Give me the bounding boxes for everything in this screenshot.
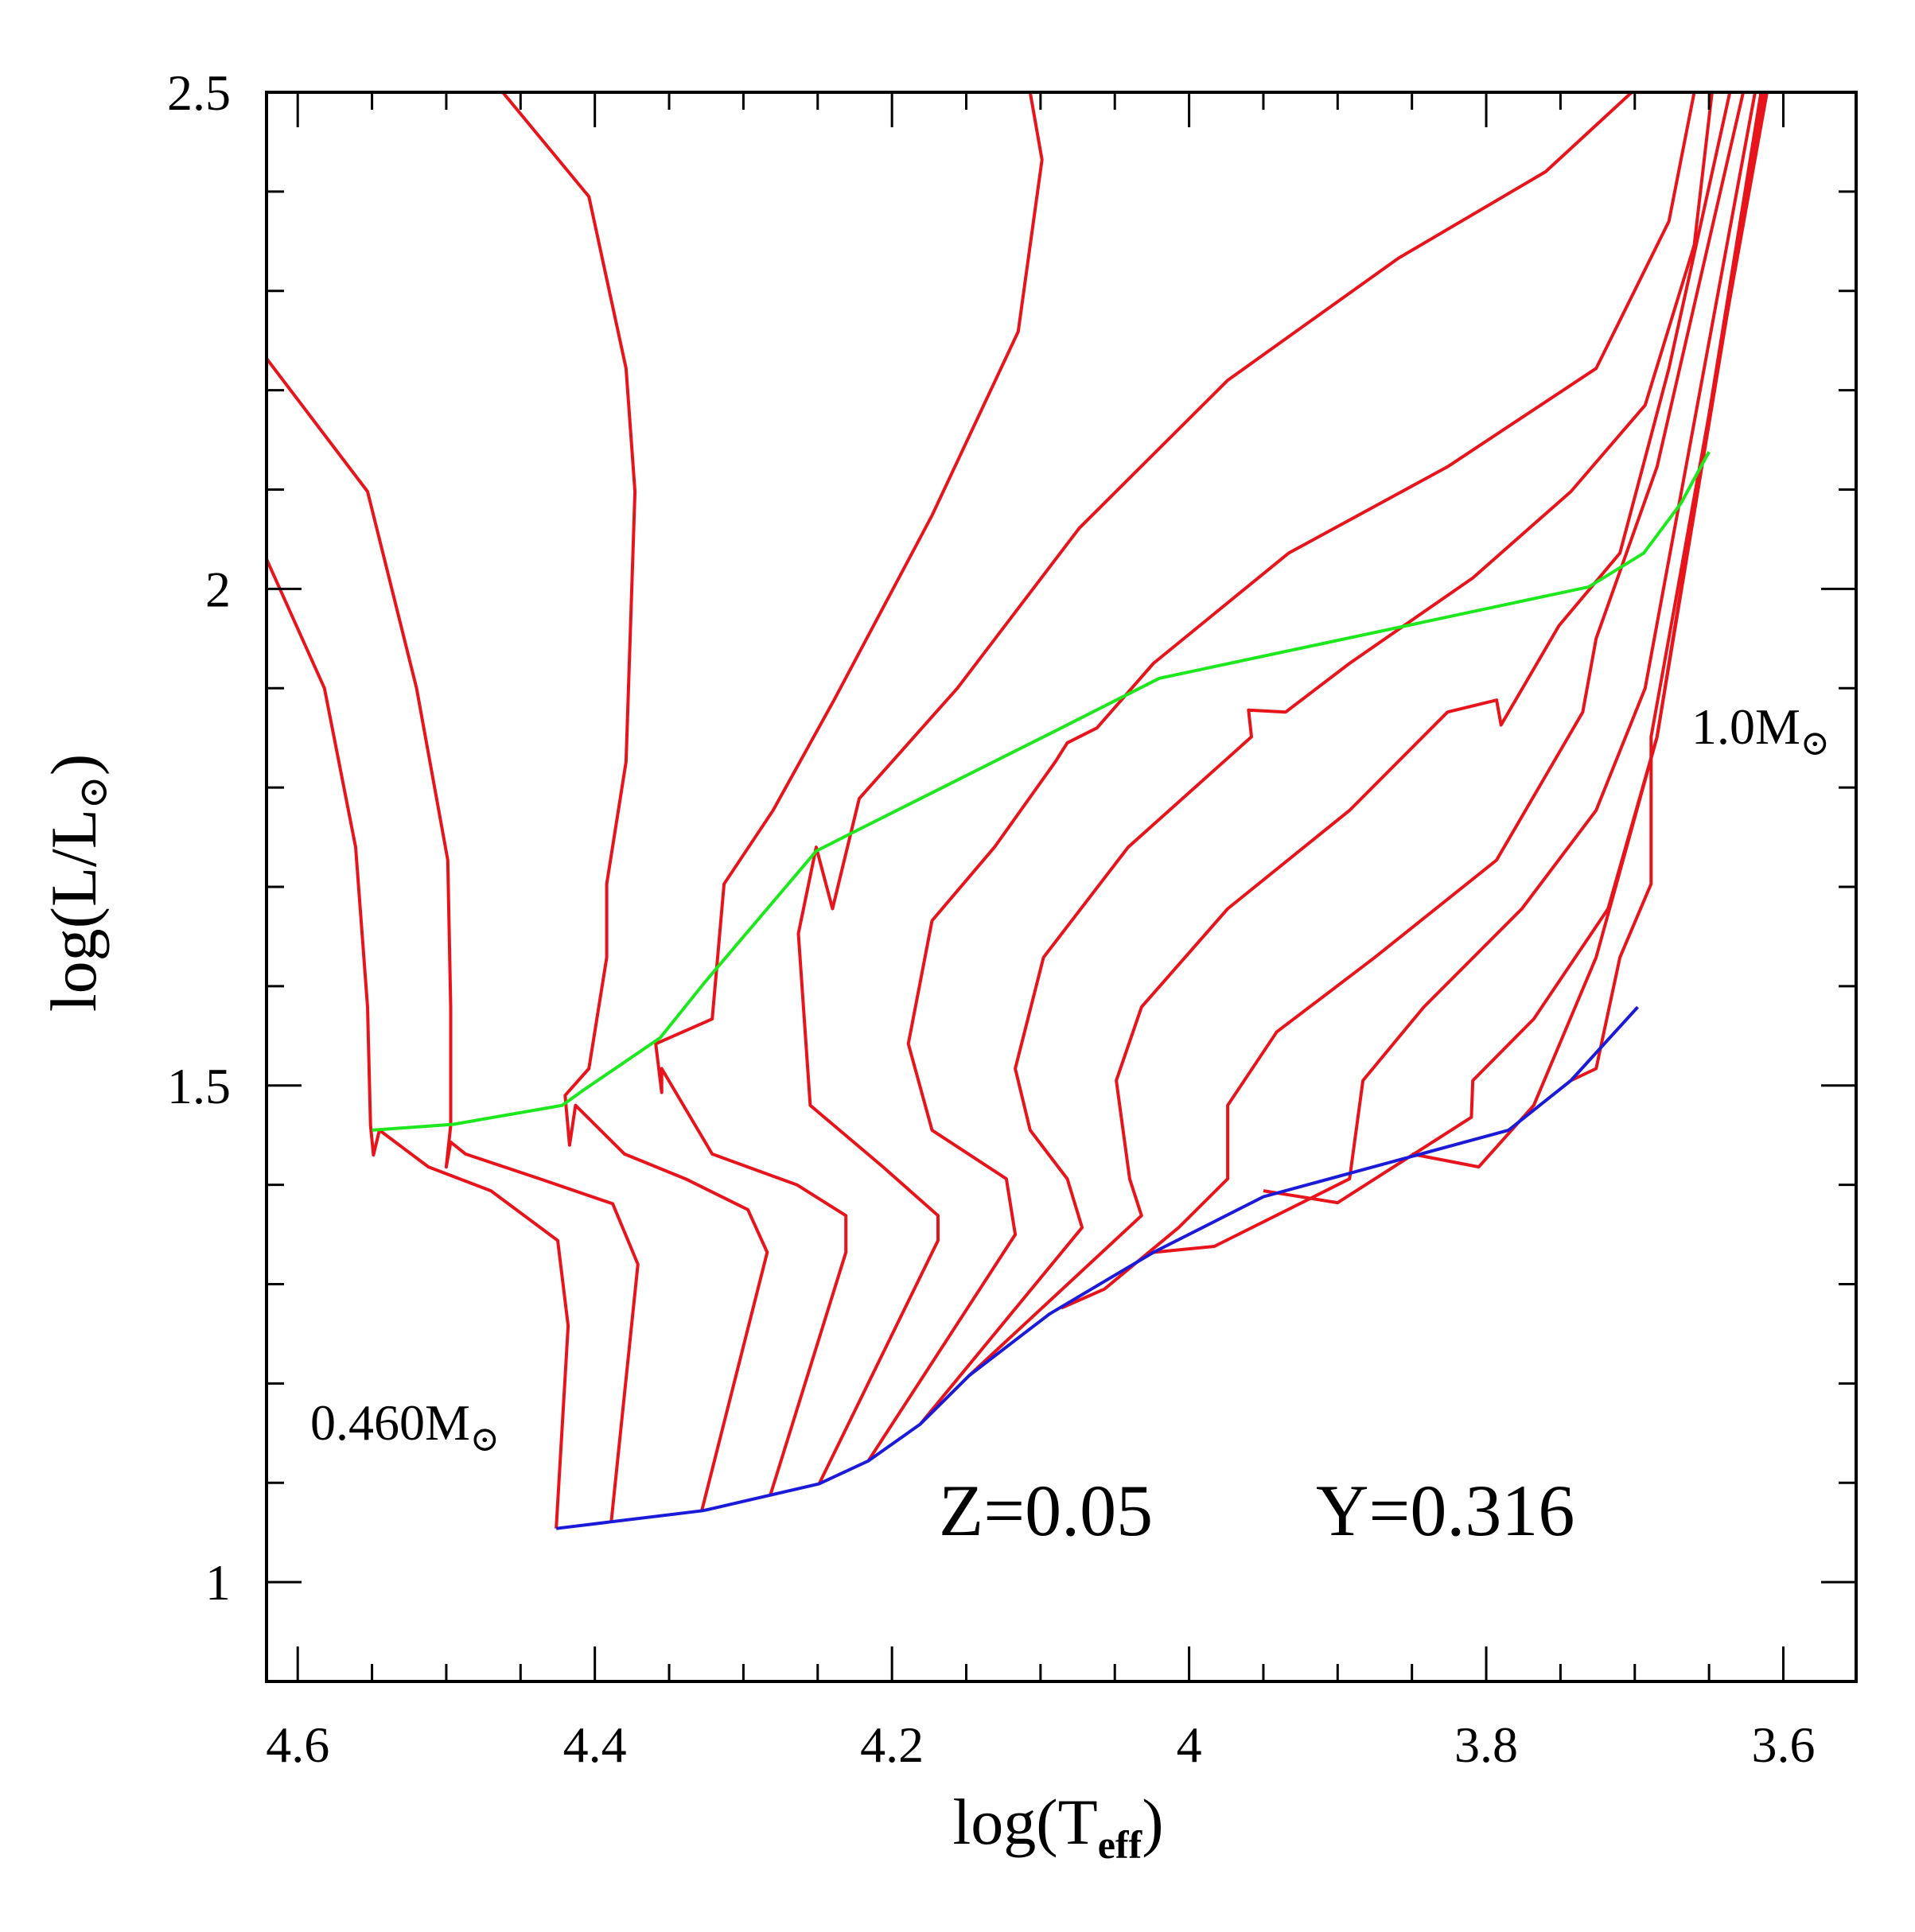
x-axis-label: log(Teff): [953, 1786, 1164, 1867]
axis-ticks: [267, 91, 1856, 1681]
high-mass-label: 1.0M⊙: [1691, 698, 1830, 763]
track-line-6: [866, 92, 1696, 1462]
track-line-9: [1061, 92, 1746, 1310]
track-line-8: [967, 92, 1732, 1377]
x-tick-label: 3.8: [1454, 1716, 1518, 1773]
evolutionary-tracks: [267, 92, 1769, 1530]
plot-frame: [265, 91, 1858, 1683]
track-line-12: [1411, 92, 1766, 1169]
x-tick-label: 4.6: [266, 1716, 329, 1773]
metallicity-label: Z=0.05: [939, 1470, 1153, 1551]
zams-line: [555, 1005, 1639, 1530]
green-line: [372, 451, 1711, 1132]
x-tick-label: 3.6: [1752, 1716, 1816, 1773]
track-line-13: [1570, 92, 1769, 1083]
y-tick-label: 2.5: [167, 64, 231, 121]
y-tick-label: 1.5: [167, 1058, 231, 1114]
low-mass-label: 0.460M⊙: [310, 1394, 500, 1459]
track-line-11: [1263, 92, 1763, 1205]
track-line-2: [267, 357, 640, 1523]
x-tick-label: 4: [1177, 1716, 1202, 1773]
track-line-10: [1153, 92, 1757, 1254]
track-line-1: [267, 558, 570, 1529]
helium-label: Y=0.316: [1316, 1470, 1574, 1551]
y-tick-label: 2: [205, 561, 231, 617]
track-line-3: [501, 92, 769, 1511]
y-axis-label: log(L/L⊙): [37, 754, 115, 1012]
tick-labels: 4.6 4.4 4.2 4 3.8 3.6 1 1.5 2 2.5: [167, 64, 1816, 1773]
track-line-7: [919, 92, 1714, 1425]
track-line-4: [654, 92, 1044, 1497]
y-tick-label: 1: [205, 1554, 231, 1611]
x-tick-label: 4.4: [563, 1716, 627, 1773]
x-tick-label: 4.2: [860, 1716, 924, 1773]
track-line-5: [796, 92, 1633, 1485]
